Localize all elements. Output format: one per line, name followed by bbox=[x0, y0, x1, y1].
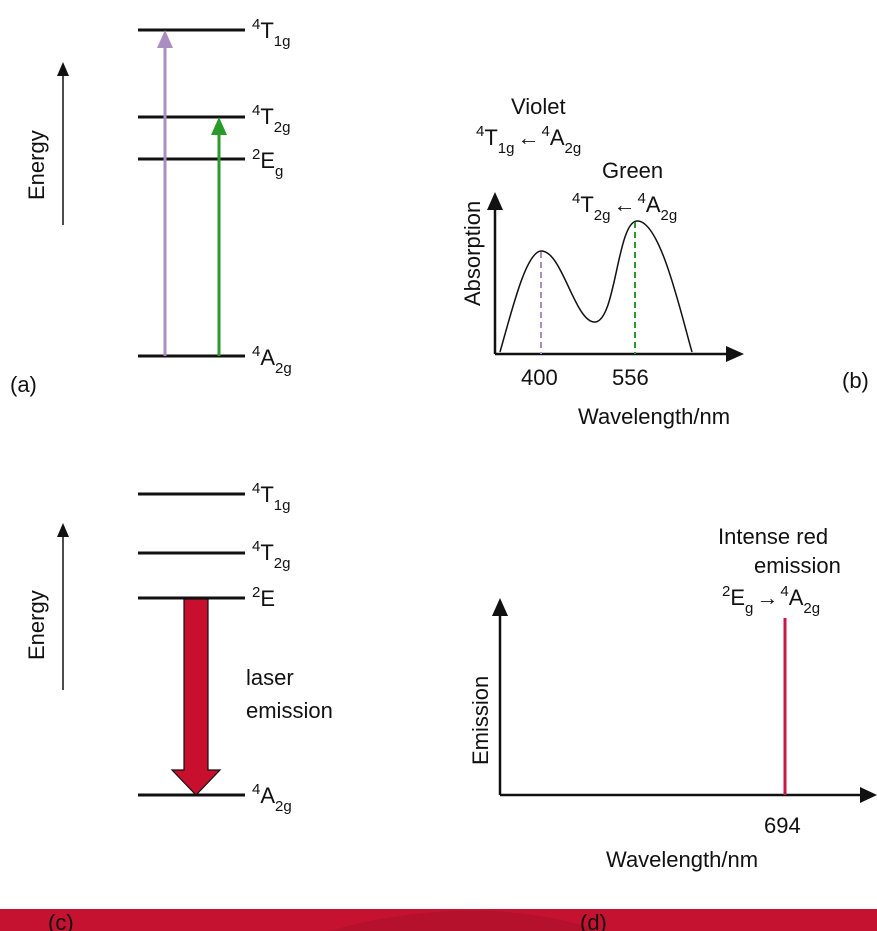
green-arrowhead bbox=[211, 117, 227, 135]
level-label-a-2Eg: 2Eg bbox=[252, 146, 283, 180]
level-label-c-2E: 2E bbox=[252, 584, 275, 611]
energy-label-c: Energy bbox=[24, 590, 49, 660]
laser-label-line1: laser bbox=[246, 665, 294, 690]
bottom-banner: (c) (d) bbox=[0, 909, 877, 931]
energy-axis-a-arrowhead bbox=[57, 62, 69, 76]
emission-transition-label: 2Eg → 4A2g bbox=[722, 583, 820, 617]
energy-label-a: Energy bbox=[24, 130, 49, 200]
absorption-x-arrowhead bbox=[726, 346, 744, 362]
panel-tag-a: (a) bbox=[10, 372, 37, 397]
absorption-y-arrowhead bbox=[487, 192, 503, 210]
emission-y-label: Emission bbox=[468, 676, 493, 765]
absorption-curve bbox=[499, 220, 693, 353]
panel-b: Absorption 400 556 Wavelength/nm Violet … bbox=[460, 94, 869, 429]
level-label-c-4A2g: 4A2g bbox=[252, 781, 292, 815]
laser-emission-arrow bbox=[170, 598, 222, 796]
emission-title-line1: Intense red bbox=[718, 524, 828, 549]
green-label: Green bbox=[602, 158, 663, 183]
absorption-y-label: Absorption bbox=[460, 201, 485, 306]
panel-d: Emission 694 Wavelength/nm Intense red e… bbox=[468, 524, 877, 872]
emission-x-arrowhead bbox=[860, 787, 877, 803]
level-label-a-4T2g: 4T2g bbox=[252, 102, 290, 136]
violet-arrowhead bbox=[157, 30, 173, 48]
panel-tag-d: (d) bbox=[580, 910, 607, 931]
emission-x-label: Wavelength/nm bbox=[606, 847, 758, 872]
panel-a: Energy 4T1g 4T2g 2Eg 4A2g (a) bbox=[10, 16, 292, 397]
violet-transition-label: 4T1g ← 4A2g bbox=[476, 123, 581, 157]
absorption-x-label: Wavelength/nm bbox=[578, 404, 730, 429]
level-label-a-4T1g: 4T1g bbox=[252, 16, 290, 50]
panel-tag-b: (b) bbox=[842, 368, 869, 393]
panel-c: Energy 4T1g 4T2g 2E 4A2g laser emission bbox=[24, 480, 333, 815]
panel-tag-c: (c) bbox=[48, 910, 74, 931]
tick-694: 694 bbox=[764, 813, 801, 838]
emission-title-line2: emission bbox=[754, 553, 841, 578]
level-label-c-4T2g: 4T2g bbox=[252, 538, 290, 572]
green-transition-label: 4T2g ← 4A2g bbox=[572, 190, 677, 224]
energy-axis-c-arrowhead bbox=[57, 523, 69, 537]
level-label-c-4T1g: 4T1g bbox=[252, 480, 290, 514]
tick-556: 556 bbox=[612, 365, 649, 390]
tick-400: 400 bbox=[521, 365, 558, 390]
laser-label-line2: emission bbox=[246, 698, 333, 723]
banner-decoration bbox=[330, 910, 600, 931]
violet-label: Violet bbox=[511, 94, 566, 119]
emission-y-arrowhead bbox=[492, 598, 508, 616]
level-label-a-4A2g: 4A2g bbox=[252, 343, 292, 377]
